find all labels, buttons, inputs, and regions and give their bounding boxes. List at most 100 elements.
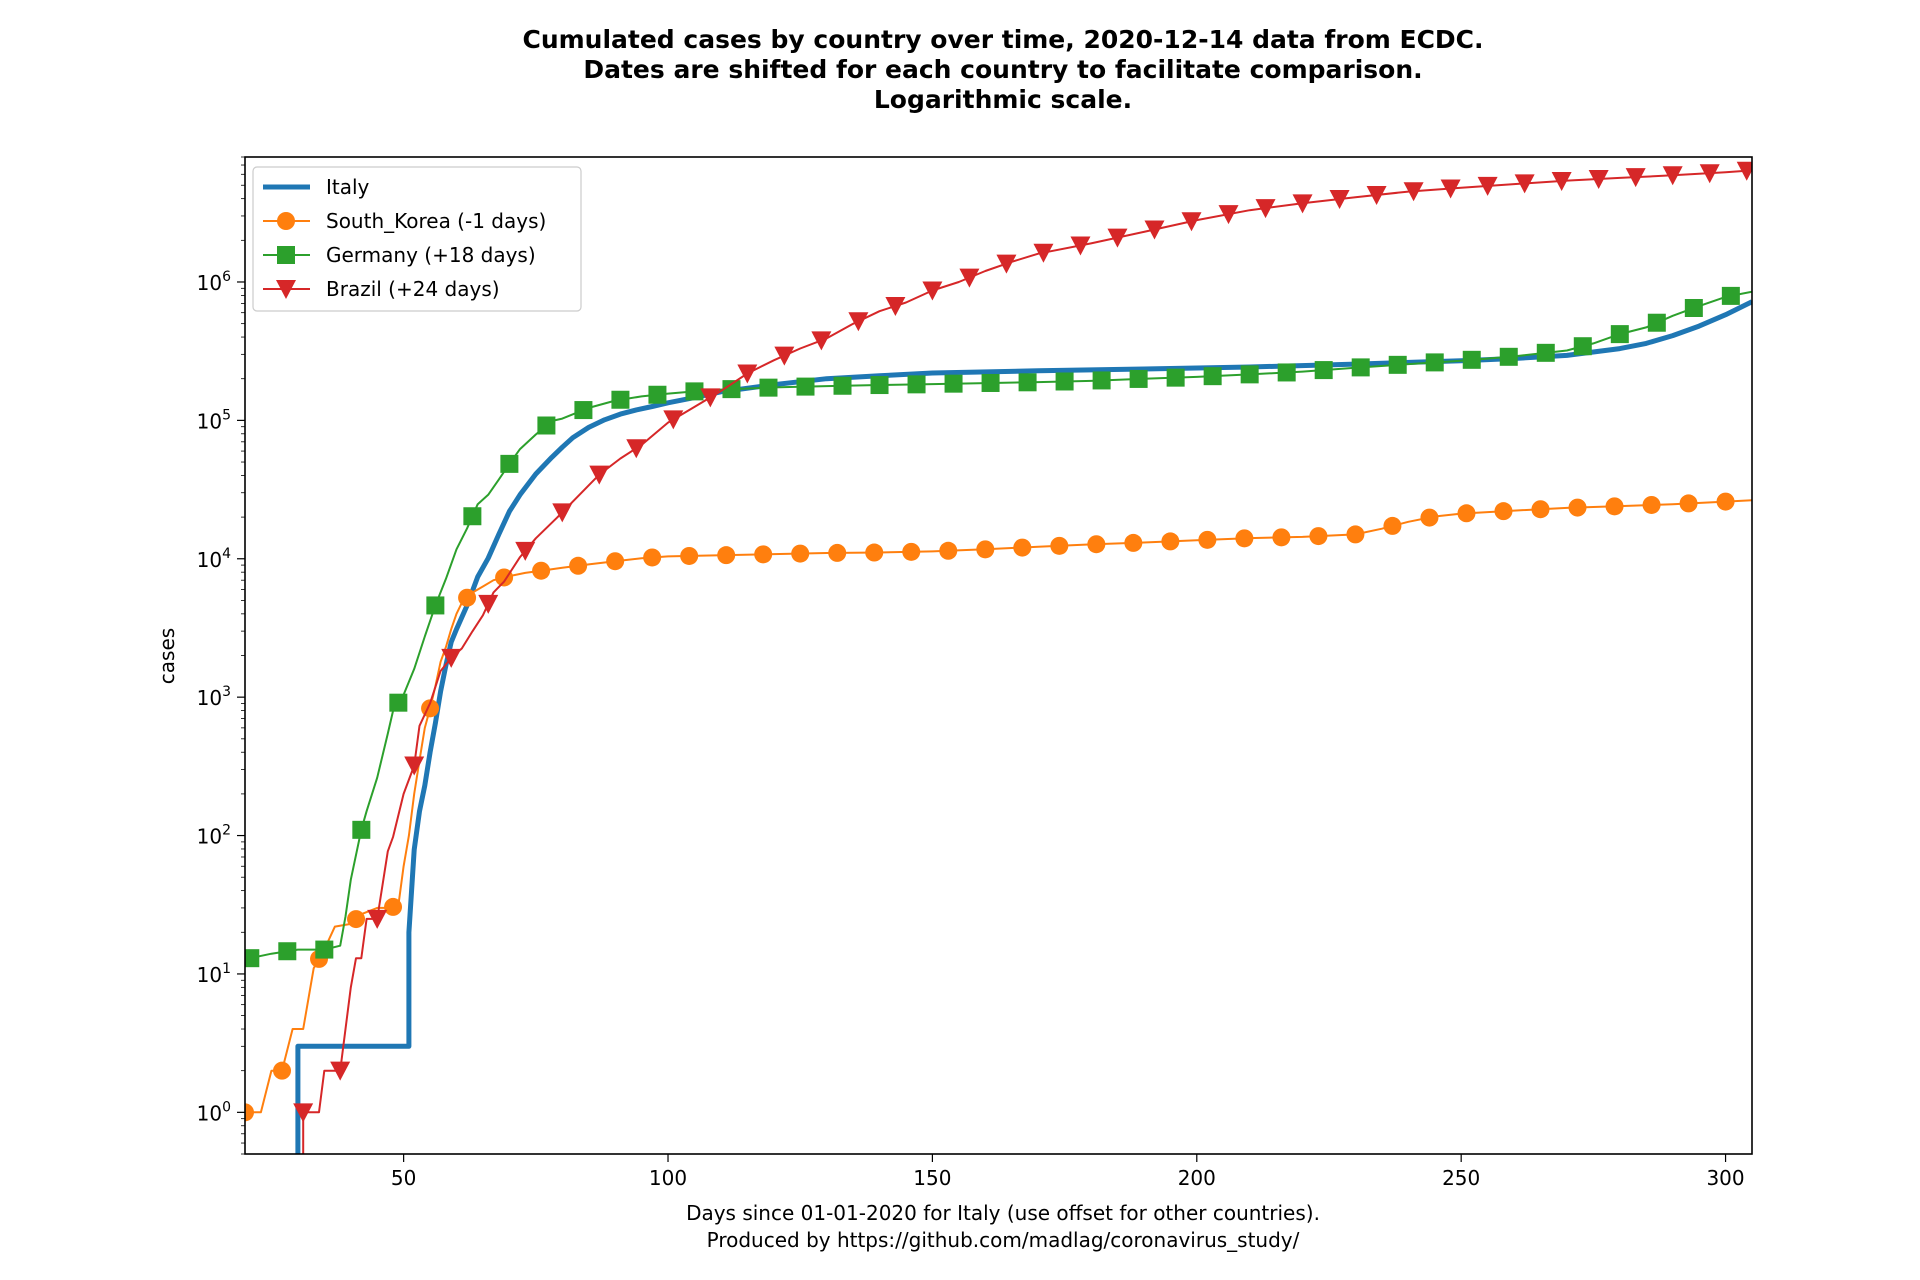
- data-point: [1240, 365, 1259, 384]
- data-point: [737, 364, 758, 384]
- x-tick-label: 150: [913, 1166, 951, 1190]
- data-point: [500, 454, 519, 473]
- data-point: [922, 281, 943, 301]
- data-point: [1013, 538, 1032, 557]
- data-point: [1403, 182, 1424, 202]
- data-point: [643, 548, 662, 567]
- x-tick-label: 100: [649, 1166, 687, 1190]
- data-point: [606, 552, 625, 571]
- title-line-1: Cumulated cases by country over time, 20…: [522, 25, 1483, 54]
- data-point: [1181, 212, 1202, 232]
- legend-marker: [277, 246, 295, 264]
- data-point: [569, 556, 588, 575]
- data-point: [1477, 176, 1498, 196]
- y-tick-label: 103: [197, 684, 231, 710]
- data-point: [1679, 494, 1698, 513]
- legend-label: Germany (+18 days): [326, 243, 536, 267]
- data-point: [1033, 243, 1054, 263]
- data-point: [330, 1061, 351, 1081]
- data-point: [389, 693, 408, 712]
- x-axis: 50 100 150 200 250 300: [391, 1154, 1745, 1190]
- data-point: [902, 542, 921, 561]
- data-point: [1346, 525, 1365, 544]
- y-tick-label: 104: [197, 546, 231, 572]
- y-tick-label: 102: [197, 823, 231, 849]
- series-layer: [245, 161, 1752, 1154]
- legend-item: Germany (+18 days): [263, 243, 536, 267]
- data-point: [463, 507, 482, 526]
- series-italy: [295, 299, 1752, 1154]
- data-point: [245, 1103, 254, 1122]
- data-point: [1440, 179, 1461, 199]
- legend-item: Italy: [263, 175, 370, 199]
- data-point: [1605, 497, 1624, 516]
- data-point: [648, 385, 667, 404]
- data-point: [796, 377, 815, 396]
- data-point: [537, 416, 556, 435]
- data-point: [996, 254, 1017, 274]
- data-point: [828, 543, 847, 562]
- data-point: [1383, 516, 1402, 535]
- y-axis: 100 101 102 103 104 105 106: [197, 156, 245, 1155]
- x-axis-label: Days since 01-01-2020 for Italy (use off…: [686, 1201, 1320, 1252]
- data-point: [700, 388, 721, 408]
- legend-item: South_Korea (-1 days): [263, 209, 546, 233]
- data-point: [367, 909, 388, 929]
- data-point: [1462, 350, 1481, 369]
- legend-label: South_Korea (-1 days): [326, 209, 546, 233]
- data-point: [1055, 372, 1074, 391]
- series-south-korea-1-days: [245, 492, 1752, 1122]
- chart-title: Cumulated cases by country over time, 20…: [522, 25, 1483, 114]
- data-point: [1272, 528, 1291, 547]
- data-point: [1625, 168, 1646, 188]
- data-point: [1314, 361, 1333, 380]
- data-point: [1292, 194, 1313, 214]
- data-point: [1662, 166, 1683, 186]
- data-point: [1494, 502, 1513, 521]
- title-line-3: Logarithmic scale.: [874, 85, 1132, 114]
- data-point: [791, 544, 810, 563]
- data-point: [1235, 529, 1254, 548]
- data-point: [352, 820, 371, 839]
- data-point: [1107, 228, 1128, 248]
- data-point: [1161, 532, 1180, 551]
- data-point: [848, 312, 869, 332]
- y-axis-label: cases: [155, 628, 179, 684]
- data-point: [315, 940, 334, 959]
- data-point: [1050, 536, 1069, 555]
- x-tick-label: 50: [391, 1166, 416, 1190]
- data-point: [754, 545, 773, 564]
- y-tick-label: 106: [197, 269, 231, 295]
- data-point: [1647, 313, 1666, 332]
- data-point: [1018, 373, 1037, 392]
- data-point: [939, 541, 958, 560]
- data-point: [1070, 236, 1091, 256]
- data-point: [1124, 533, 1143, 552]
- data-point: [1166, 368, 1185, 387]
- data-point: [611, 390, 630, 409]
- y-tick-label: 101: [197, 961, 231, 987]
- data-point: [1388, 355, 1407, 374]
- data-point: [833, 376, 852, 395]
- data-point: [1551, 171, 1572, 191]
- data-point: [1092, 371, 1111, 390]
- data-point: [1514, 174, 1535, 194]
- data-point: [1457, 504, 1476, 523]
- data-point: [774, 346, 795, 366]
- y-tick-label: 100: [197, 1099, 231, 1125]
- data-point: [1198, 530, 1217, 549]
- data-point: [1129, 369, 1148, 388]
- data-point: [1588, 169, 1609, 189]
- data-point: [944, 374, 963, 393]
- data-point: [1699, 164, 1720, 184]
- data-point: [273, 1061, 292, 1080]
- data-point: [515, 541, 536, 561]
- x-tick-label: 300: [1706, 1166, 1744, 1190]
- legend-box: [252, 166, 582, 312]
- data-point: [1366, 185, 1387, 205]
- data-point: [478, 594, 499, 614]
- data-point: [759, 378, 778, 397]
- data-point: [404, 756, 425, 776]
- data-point: [1684, 298, 1703, 317]
- data-point: [1329, 190, 1350, 210]
